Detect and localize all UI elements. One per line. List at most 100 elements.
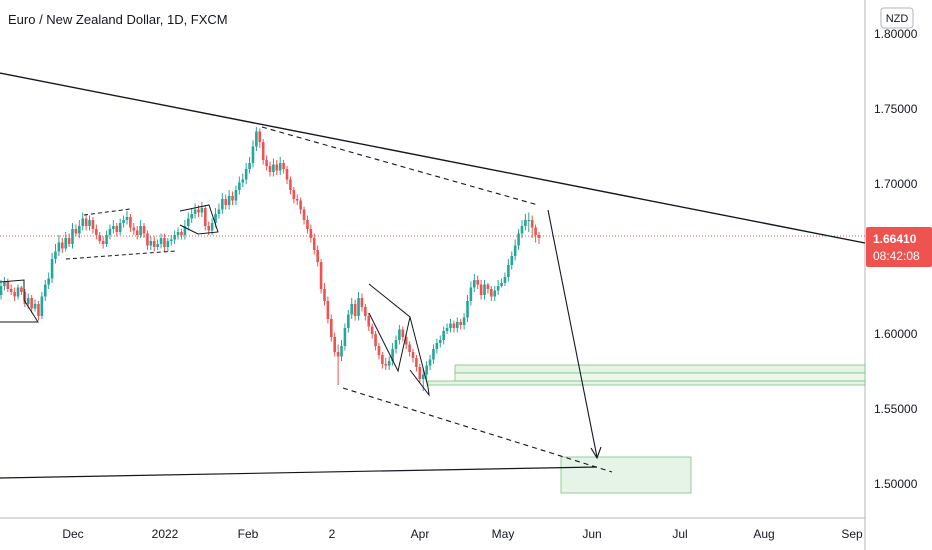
flag-pattern-jan[interactable]	[179, 204, 219, 235]
candle-body	[135, 230, 139, 235]
candle	[176, 227, 180, 240]
candle	[71, 223, 74, 249]
candle	[312, 233, 316, 255]
candle-body	[26, 298, 30, 304]
candle	[500, 278, 503, 288]
candle-body	[125, 217, 129, 220]
candle	[391, 343, 394, 366]
candle-body	[176, 232, 180, 235]
candle-body	[43, 284, 47, 297]
x-tick-label: 2	[329, 527, 336, 541]
candle-body	[527, 220, 531, 221]
candle-body	[234, 190, 238, 201]
candle	[173, 230, 176, 244]
candle-body	[377, 346, 381, 355]
candle-body	[0, 286, 3, 295]
candle-body	[530, 220, 534, 228]
candle	[13, 287, 16, 301]
candle	[316, 245, 319, 267]
candle	[306, 215, 309, 234]
y-tick-label: 1.75000	[874, 102, 918, 116]
price-tag	[866, 227, 932, 267]
candle-body	[248, 163, 251, 169]
candle	[353, 299, 357, 321]
candle	[272, 158, 275, 177]
descending-trendline[interactable]	[0, 72, 866, 244]
lower-support-line[interactable]	[0, 466, 598, 479]
support-zone-middle[interactable]	[454, 372, 866, 382]
candle-body	[221, 199, 224, 210]
candle	[445, 323, 449, 334]
candle	[490, 286, 493, 301]
candle	[350, 298, 354, 319]
candle	[200, 202, 204, 217]
candle	[204, 205, 207, 231]
candle	[57, 235, 61, 256]
candle	[299, 197, 302, 214]
wedge-pattern-apr[interactable]	[409, 316, 430, 397]
candle	[67, 233, 71, 247]
candle	[84, 214, 88, 231]
candle	[20, 286, 23, 295]
candle	[118, 218, 122, 235]
flag-lower-dashed[interactable]	[65, 250, 177, 260]
candle-body	[238, 182, 241, 190]
candle	[146, 230, 149, 250]
candle	[234, 185, 238, 205]
candle	[135, 226, 139, 240]
support-zone-lower[interactable]	[427, 380, 866, 386]
candle	[54, 244, 57, 264]
candle-body	[479, 284, 483, 295]
candle	[282, 160, 285, 174]
target-zone-box[interactable]	[560, 456, 692, 494]
candle-body	[432, 349, 435, 360]
candle-body	[398, 329, 401, 340]
candle	[404, 334, 408, 349]
candle	[132, 223, 136, 235]
candle	[302, 206, 306, 225]
currency-button[interactable]	[880, 7, 914, 29]
candle-body	[490, 289, 493, 297]
candle-body	[435, 343, 439, 349]
candle-body	[251, 146, 255, 163]
candle	[507, 259, 510, 282]
candle	[166, 238, 170, 252]
candle-body	[95, 229, 98, 235]
wedge-pattern-mar[interactable]	[368, 283, 411, 373]
projection-arrow[interactable]	[547, 209, 598, 458]
lower-channel-dashed[interactable]	[342, 387, 613, 473]
candle-body	[84, 218, 88, 226]
candle	[268, 161, 272, 177]
candle	[370, 323, 374, 339]
candle-body	[3, 281, 6, 286]
upper-channel-dashed[interactable]	[261, 126, 539, 206]
candle	[524, 214, 527, 231]
candle	[180, 229, 183, 240]
candle-body	[486, 284, 490, 289]
candle	[340, 340, 343, 361]
flag-upper-dashed[interactable]	[83, 208, 131, 216]
candle-body	[108, 229, 112, 235]
candle	[534, 224, 537, 243]
candle-body	[364, 307, 367, 316]
candle-body	[452, 323, 456, 328]
candle	[496, 280, 500, 295]
candle	[435, 338, 439, 354]
candle	[40, 292, 44, 319]
candle-body	[510, 256, 514, 265]
candle-body	[500, 283, 503, 286]
candle-body	[193, 209, 197, 214]
pattern-box-left[interactable]	[0, 279, 39, 323]
candle-body	[295, 199, 299, 201]
candle-body	[323, 289, 326, 301]
candle-body	[469, 287, 473, 301]
candle	[23, 289, 27, 307]
candle	[152, 236, 156, 252]
x-tick-label: Sep	[841, 527, 863, 541]
candle-body	[520, 226, 524, 234]
y-tick-label: 1.60000	[874, 327, 918, 341]
candle	[285, 166, 289, 184]
candle	[408, 341, 411, 357]
support-zone-upper[interactable]	[454, 364, 866, 374]
